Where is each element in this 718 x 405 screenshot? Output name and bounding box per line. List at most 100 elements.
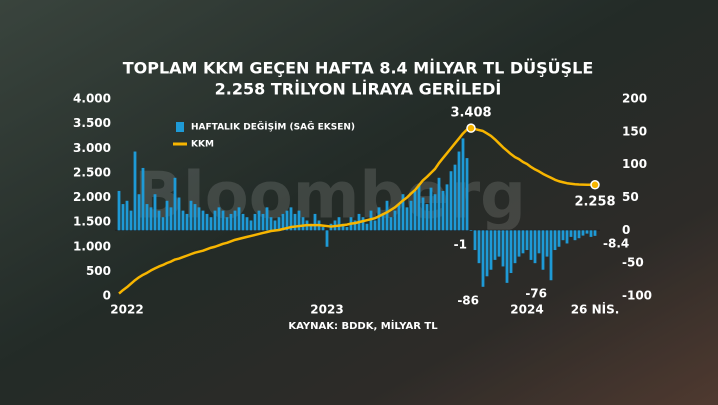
bar (121, 204, 125, 231)
bar (449, 171, 453, 231)
bar (293, 213, 297, 231)
bar (301, 217, 305, 231)
bar (457, 151, 461, 231)
bar (453, 164, 457, 231)
bar (309, 223, 313, 231)
chart-subtitle: 2.258 TRİLYON LİRAYA GERİLEDİ (215, 80, 502, 99)
y-tick-label: 3.500 (73, 116, 111, 130)
bar (581, 230, 585, 236)
bar (153, 194, 157, 231)
y-tick-label: 2.500 (73, 165, 111, 179)
bar (545, 230, 549, 257)
bar (217, 207, 221, 231)
bar (345, 227, 349, 231)
bar (425, 204, 429, 231)
bar (269, 217, 273, 231)
bar (485, 230, 489, 277)
line-value-label: 2.258 (574, 194, 615, 209)
bar (385, 200, 389, 231)
bar (421, 197, 425, 231)
bar (593, 230, 597, 236)
bar (389, 217, 393, 231)
bar (289, 207, 293, 231)
bar (401, 194, 405, 231)
bar (169, 207, 173, 231)
bar (569, 230, 573, 237)
bar (365, 223, 369, 231)
bar (133, 151, 137, 231)
y-tick-label: 1.000 (73, 239, 111, 253)
bar (481, 230, 485, 287)
bar (509, 230, 513, 274)
bar (409, 200, 413, 231)
bar (193, 204, 197, 231)
y-tick-label: 3.000 (73, 141, 111, 155)
bar (521, 230, 525, 254)
bar (493, 230, 497, 260)
legend-swatch (176, 122, 184, 132)
bar (237, 207, 241, 231)
bar (505, 230, 509, 283)
bar (525, 230, 529, 251)
bar (369, 210, 373, 231)
bar (213, 210, 217, 231)
bar (585, 230, 589, 234)
bar (565, 230, 569, 244)
bar-value-label: -86 (457, 293, 479, 307)
bar (361, 217, 365, 231)
bar (221, 210, 225, 231)
bar (381, 213, 385, 231)
bar (157, 210, 161, 231)
y2-tick-label: 200 (622, 92, 647, 106)
bar (321, 227, 325, 231)
line-value-label: 3.408 (450, 106, 491, 121)
bar (229, 213, 233, 231)
y-tick-label: 0 (103, 289, 111, 303)
y2-tick-label: 100 (622, 157, 647, 171)
bar (189, 200, 193, 231)
y2-tick-label: 50 (622, 190, 639, 204)
bar (137, 194, 141, 231)
bar (273, 220, 277, 231)
bar (561, 230, 565, 241)
bar (325, 230, 329, 247)
x-tick-label: 2022 (110, 303, 143, 317)
bar (197, 207, 201, 231)
bar (141, 167, 145, 231)
y-tick-label: 4.000 (73, 92, 111, 106)
bar (257, 210, 261, 231)
y2-tick-label: 0 (622, 223, 630, 237)
y2-tick-label: 150 (622, 124, 647, 138)
bar (285, 210, 289, 231)
legend-label: KKM (191, 140, 214, 150)
bar (397, 204, 401, 231)
bar (577, 230, 581, 239)
bar (489, 230, 493, 270)
bar (353, 220, 357, 231)
bar (465, 158, 469, 231)
bar (405, 207, 409, 231)
bar (393, 210, 397, 231)
bar (445, 184, 449, 231)
bar-value-label: -1 (454, 237, 467, 251)
bar (501, 230, 505, 267)
source: KAYNAK: BDDK, MİLYAR TL (288, 318, 438, 332)
bar (541, 230, 545, 270)
bar (573, 230, 577, 241)
bar (173, 177, 177, 231)
bar (129, 210, 133, 231)
bar (441, 190, 445, 231)
x-tick-label: 2024 (510, 303, 543, 317)
bar (413, 190, 417, 231)
bar (513, 230, 517, 264)
bar (145, 204, 149, 231)
bar (281, 213, 285, 231)
bar (181, 210, 185, 231)
bar (429, 187, 433, 231)
bar (517, 230, 521, 257)
bar (261, 213, 265, 231)
bar (461, 138, 465, 231)
bar (297, 210, 301, 231)
bar (253, 213, 257, 231)
